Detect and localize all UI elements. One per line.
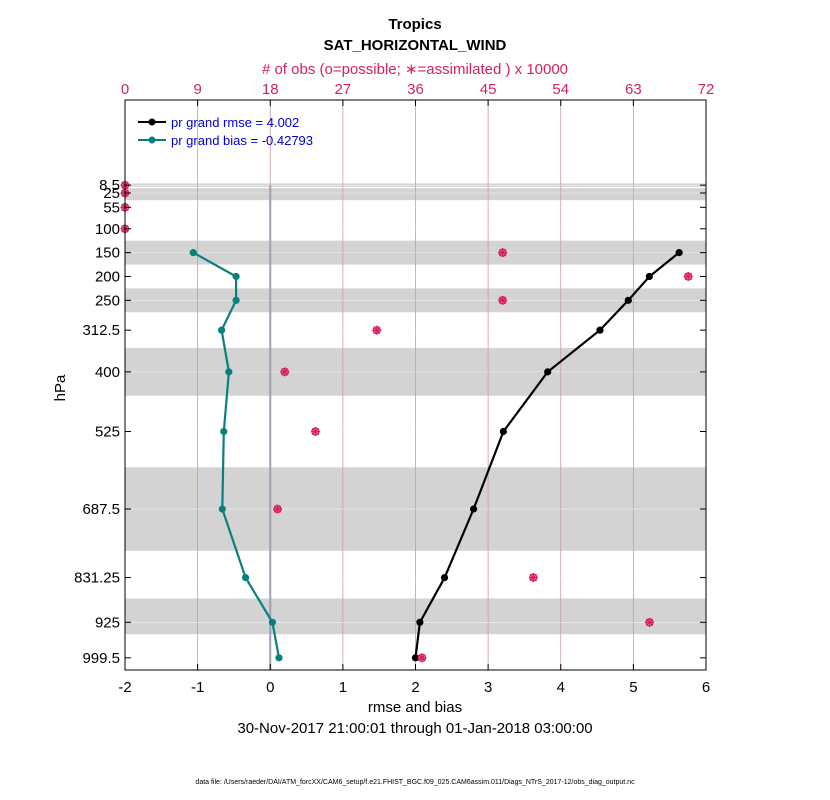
legend-marker-rmse	[148, 118, 156, 126]
top-tick-label-1: 9	[193, 81, 201, 98]
footer-data-file: data file: /Users/raeder/DAI/ATM_forcXX/…	[195, 779, 635, 786]
series-1-point-4	[225, 368, 233, 376]
chart-title: Tropics	[388, 16, 441, 33]
date-range: 30-Nov-2017 21:00:01 through 01-Jan-2018…	[237, 720, 592, 737]
series-0-point-4	[544, 368, 552, 376]
y-tick-label-1: 25	[103, 185, 120, 202]
obs-assimilated-10-stroke-3	[273, 505, 282, 513]
series-line-1	[192, 251, 281, 659]
top-tick-label-0: 0	[121, 81, 129, 98]
y-tick-label-6: 250	[95, 292, 120, 309]
obs-assimilated-9	[310, 427, 320, 437]
x-tick-label-5: 3	[484, 679, 492, 696]
x-tick-label-0: -2	[118, 679, 131, 696]
obs-assimilated-12	[645, 617, 655, 627]
obs-assimilated-7-stroke-3	[373, 326, 381, 334]
x-axis-label: rmse and bias	[368, 699, 462, 716]
y-tick-label-9: 525	[95, 424, 120, 441]
series-0-point-7	[440, 573, 449, 582]
legend: pr grand rmse = 4.002 pr grand bias = -0…	[138, 115, 313, 148]
x-tick-label-4: 2	[411, 679, 419, 696]
y-tick-label-3: 100	[95, 221, 120, 238]
series-0-point-5	[499, 427, 507, 436]
obs-assimilated-8-stroke-3	[281, 368, 289, 376]
series-0-point-0	[675, 249, 683, 257]
obs-assimilated-9-stroke-3	[311, 427, 320, 436]
obs-assimilated-13-stroke-3	[418, 654, 426, 662]
series-1-point-0	[189, 249, 197, 257]
x-tick-label-6: 4	[557, 679, 565, 696]
x-tick-label-8: 6	[702, 679, 710, 696]
obs-assimilated-8	[280, 367, 290, 377]
y-tick-label-7: 312.5	[82, 322, 120, 339]
chart-subtitle: SAT_HORIZONTAL_WIND	[324, 37, 507, 54]
y-tick-label-8: 400	[95, 364, 120, 381]
series-1-point-6	[218, 505, 226, 513]
series-0-point-6	[470, 505, 478, 513]
y-tick-label-0: 8.5	[99, 177, 120, 194]
y-axis-label: hPa	[52, 374, 69, 401]
legend-marker-bias	[148, 136, 156, 144]
obs-assimilated-11	[528, 573, 538, 583]
obs-assimilated-4-stroke-3	[498, 248, 507, 257]
obs-assimilated-6	[498, 295, 508, 305]
y-tick-label-11: 831.25	[74, 570, 120, 587]
obs-assimilated-5-stroke-3	[684, 272, 692, 281]
top-tick-label-6: 54	[552, 81, 569, 98]
obs-assimilated-7	[372, 325, 382, 335]
x-tick-label-2: 0	[266, 679, 274, 696]
top-tick-label-7: 63	[625, 81, 642, 98]
series-1-point-8	[268, 618, 277, 626]
series-0-point-2	[624, 296, 632, 304]
legend-label-rmse: pr grand rmse = 4.002	[171, 115, 299, 130]
y-tick-label-10: 687.5	[82, 501, 120, 518]
series-1-point-1	[232, 272, 240, 281]
series-0-point-9	[411, 654, 420, 662]
x-tick-label-1: -1	[191, 679, 204, 696]
obs-assimilated-12-stroke-3	[645, 618, 654, 626]
y-tick-label-4: 150	[95, 245, 120, 262]
y-tick-label-2: 55	[103, 199, 120, 216]
x-tick-label-7: 5	[629, 679, 637, 696]
ticks: -2 -1 0 1 2 3 4 5 60 9 18 27 36 45 54 63 728.52555100150…	[74, 81, 714, 696]
series-line-0	[414, 251, 680, 658]
y-tick-label-5: 200	[95, 268, 120, 285]
obs-assimilated-5	[683, 271, 693, 281]
top-tick-label-4: 36	[407, 81, 424, 98]
series-1-point-2	[232, 296, 240, 304]
x-tick-label-3: 1	[339, 679, 347, 696]
series-1-point-7	[241, 573, 250, 582]
obs-assimilated-10	[273, 504, 283, 514]
series-1-point-3	[217, 326, 226, 334]
series-lines	[189, 249, 683, 662]
top-tick-label-2: 18	[262, 81, 279, 98]
obs-assimilated-4	[498, 248, 508, 258]
top-tick-label-8: 72	[698, 81, 715, 98]
top-tick-label-5: 45	[480, 81, 497, 98]
series-1-point-5	[220, 427, 228, 436]
top-tick-label-3: 27	[335, 81, 352, 98]
y-tick-label-13: 999.5	[82, 650, 120, 667]
series-0-point-8	[416, 618, 424, 626]
obs-assimilated-11-stroke-3	[529, 573, 537, 582]
series-1-point-9	[275, 654, 283, 662]
y-tick-label-12: 925	[95, 614, 120, 631]
obs-assimilated-6-stroke-3	[498, 296, 507, 305]
obs-assimilated-13	[417, 653, 427, 663]
series-0-point-3	[596, 326, 604, 334]
series-0-point-1	[645, 272, 653, 281]
legend-label-bias: pr grand bias = -0.42793	[171, 133, 313, 148]
top-axis-label: # of obs (o=possible; ∗=assimilated ) x …	[262, 61, 568, 78]
